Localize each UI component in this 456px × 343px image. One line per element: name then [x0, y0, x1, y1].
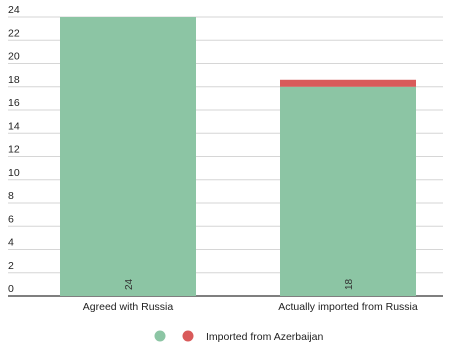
y-tick-label: 16	[8, 97, 20, 109]
legend-swatch-1	[182, 330, 194, 342]
data-label: 24	[124, 278, 135, 290]
y-tick-label: 24	[8, 4, 20, 16]
y-tick-label: 20	[8, 51, 20, 63]
bar-series-0-1	[280, 86, 416, 296]
y-tick-label: 22	[8, 27, 20, 39]
y-tick-label: 8	[8, 190, 14, 202]
y-tick-label: 18	[8, 74, 20, 86]
y-tick-label: 10	[8, 167, 20, 179]
legend-swatch-0	[154, 330, 166, 342]
legend: Imported from Azerbaijan	[154, 330, 323, 343]
bar-series-0-0	[60, 17, 196, 296]
y-tick-label: 6	[8, 213, 14, 225]
y-tick-label: 4	[8, 237, 14, 249]
data-label: 18	[344, 278, 355, 290]
y-tick-label: 0	[8, 283, 14, 295]
x-category-label: Actually imported from Russia	[278, 301, 418, 313]
bar-series-1-1	[280, 79, 416, 87]
y-tick-label: 2	[8, 260, 14, 272]
y-tick-label: 14	[8, 120, 20, 132]
y-tick-label: 12	[8, 144, 20, 156]
x-category-label: Agreed with Russia	[83, 301, 174, 313]
bars	[60, 17, 416, 296]
legend-label: Imported from Azerbaijan	[206, 331, 323, 343]
